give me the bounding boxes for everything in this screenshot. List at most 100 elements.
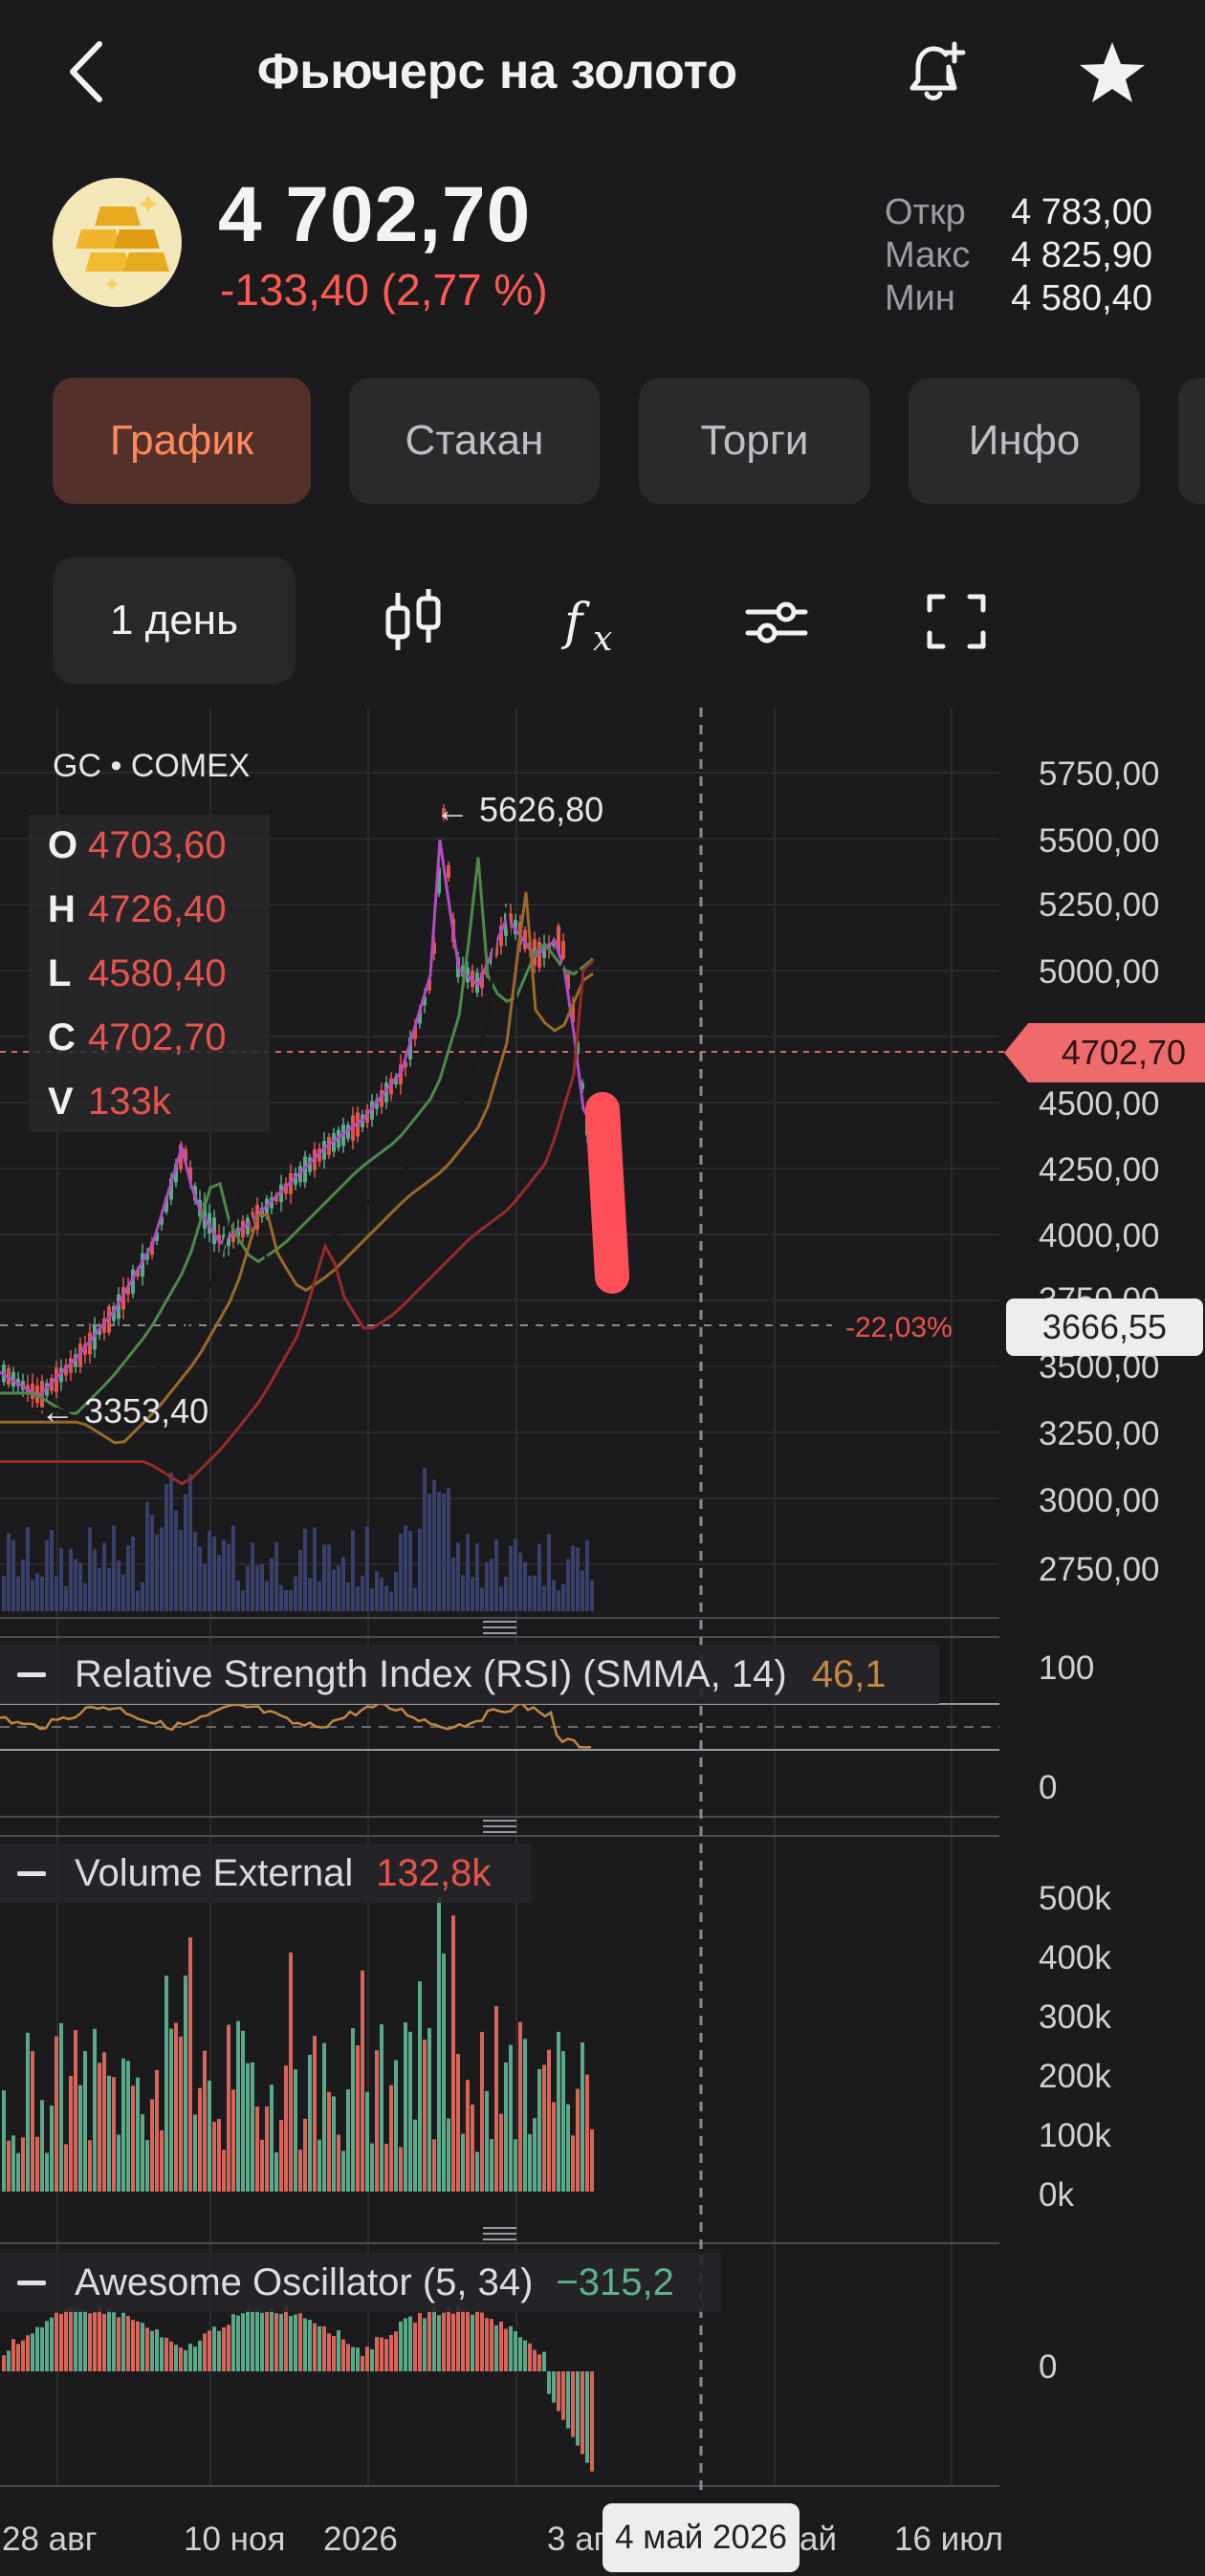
volume-bar <box>432 1479 436 1611</box>
volume-bar <box>83 2051 87 2192</box>
collapse-rsi-icon[interactable] <box>17 1671 46 1677</box>
candle <box>389 1078 393 1095</box>
volume-bar <box>136 2077 140 2192</box>
ao-bar <box>494 2325 498 2371</box>
volume-bar <box>432 2139 436 2192</box>
volume-bar <box>40 1576 44 1611</box>
ao-bar <box>155 2329 159 2371</box>
ao-legend[interactable]: Awesome Oscillator (5, 34) −315,2 <box>0 2253 721 2312</box>
volume-bar <box>16 1576 20 1611</box>
volume-bar <box>160 2129 164 2192</box>
ao-bar <box>11 2339 15 2371</box>
rsi-legend[interactable]: Relative Strength Index (RSI) (SMMA, 14)… <box>0 1645 939 1704</box>
volume-bar <box>346 2089 350 2192</box>
collapse-volume-icon[interactable] <box>17 1870 46 1876</box>
candle <box>164 1197 168 1212</box>
volume-bar <box>270 2085 274 2192</box>
collapse-ao-icon[interactable] <box>17 2280 46 2285</box>
settings-sliders-icon[interactable] <box>738 583 815 660</box>
volume-bar <box>74 1559 77 1611</box>
bell-plus-icon[interactable] <box>899 38 968 107</box>
ao-bar <box>561 2371 565 2420</box>
candle <box>169 1178 173 1200</box>
volume-bar <box>552 2102 556 2192</box>
ao-label: Awesome Oscillator (5, 34) <box>75 2260 534 2303</box>
ao-bar <box>88 2313 92 2371</box>
stat-open: Откр 4 783,00 <box>885 192 1152 232</box>
cursor-percent: -22,03% <box>845 1312 953 1343</box>
volume-bar <box>571 1545 575 1611</box>
volume-legend[interactable]: Volume External 132,8k <box>0 1844 532 1903</box>
gold-bars-logo <box>53 178 182 307</box>
ao-bar <box>389 2334 393 2371</box>
volume-bar <box>318 1581 321 1611</box>
ao-bar <box>227 2325 230 2371</box>
volume-bar <box>523 1561 527 1611</box>
tab-info[interactable]: Инфо <box>909 378 1140 504</box>
volume-bar <box>533 2118 537 2192</box>
volume-bar <box>64 1585 68 1611</box>
rsi-value: 46,1 <box>811 1652 887 1695</box>
ao-bar <box>107 2308 111 2371</box>
fullscreen-icon[interactable] <box>918 583 995 660</box>
tab-trades[interactable]: Торги <box>639 378 870 504</box>
volume-bar <box>327 1544 331 1611</box>
indicators-fx-icon[interactable]: f x <box>557 583 633 660</box>
candle <box>413 1026 417 1039</box>
candle <box>141 1253 144 1277</box>
volume-bar <box>322 1544 326 1611</box>
volume-bar <box>461 1575 465 1611</box>
volume-bar <box>490 2139 493 2192</box>
volume-bar <box>26 2032 30 2192</box>
volume-bar <box>384 2144 388 2192</box>
candle <box>98 1328 101 1335</box>
ao-bar <box>346 2344 350 2371</box>
candle <box>212 1217 216 1245</box>
back-arrow-icon[interactable] <box>59 38 117 105</box>
ao-bar <box>117 2317 120 2371</box>
volume-bar <box>184 1976 187 2192</box>
volume-bar <box>494 1539 498 1611</box>
volume-label: Volume External <box>75 1851 354 1894</box>
volume-bar <box>576 1547 580 1611</box>
ohlc-volume: V 133k <box>48 1081 171 1123</box>
tab-orderbook[interactable]: Стакан <box>349 378 600 504</box>
volume-bar <box>542 2064 546 2192</box>
candle <box>217 1234 221 1243</box>
cursor-date-tag: 4 май 2026 <box>602 2503 800 2572</box>
ao-bar <box>365 2347 369 2371</box>
volume-bar <box>40 2100 44 2192</box>
volume-bar <box>107 2075 111 2192</box>
volume-bar <box>341 2150 345 2192</box>
vol-y-label: 500k <box>1039 1880 1111 1917</box>
y-label: 4250,00 <box>1039 1151 1160 1189</box>
x-label: ай <box>800 2521 838 2558</box>
candle <box>117 1294 120 1320</box>
star-icon[interactable] <box>1076 38 1149 107</box>
ohlc-high: H 4726,40 <box>48 888 227 930</box>
vol-y-label: 300k <box>1039 1998 1111 2036</box>
y-label: 5750,00 <box>1039 755 1160 793</box>
volume-bar <box>298 2150 302 2192</box>
candle <box>208 1212 211 1233</box>
ao-bar <box>432 2306 436 2371</box>
candle <box>112 1305 116 1321</box>
ao-bar <box>423 2318 427 2371</box>
tab-more[interactable] <box>1178 378 1205 504</box>
y-label: 5250,00 <box>1039 886 1160 924</box>
volume-bar <box>361 1575 364 1611</box>
volume-bar <box>447 1488 450 1611</box>
ao-bar <box>313 2323 317 2371</box>
period-selector[interactable]: 1 день <box>53 557 296 684</box>
ao-bar <box>64 2308 68 2371</box>
volume-bar <box>303 2118 307 2192</box>
volume-bar <box>179 2036 183 2192</box>
x-label: 2026 <box>323 2521 398 2558</box>
volume-bar <box>533 1575 537 1611</box>
candle <box>155 1232 159 1241</box>
candles-icon[interactable] <box>375 583 451 660</box>
volume-bar <box>35 2136 39 2192</box>
ao-bar <box>50 2317 54 2371</box>
tab-chart[interactable]: График <box>53 378 311 504</box>
ao-bar <box>351 2347 355 2371</box>
